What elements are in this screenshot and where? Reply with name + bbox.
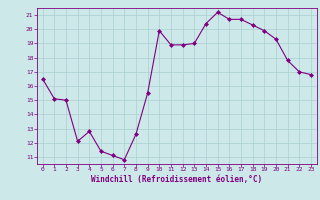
X-axis label: Windchill (Refroidissement éolien,°C): Windchill (Refroidissement éolien,°C): [91, 175, 262, 184]
